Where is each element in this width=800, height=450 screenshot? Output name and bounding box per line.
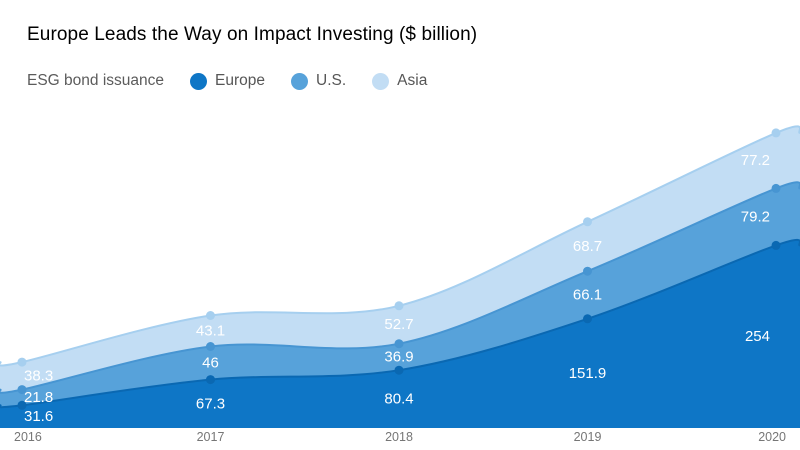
value-label-europe-2016: 31.6 [24,408,53,425]
value-label-europe-2019: 151.9 [569,365,607,382]
legend-dot-europe-icon [190,72,208,90]
value-label-asia-2017: 43.1 [196,323,225,340]
legend-label-us: U.S. [316,72,347,89]
x-axis-label-2018: 2018 [385,430,413,444]
value-label-asia-2016: 38.3 [24,367,53,384]
value-label-us-2017: 46 [202,355,219,372]
chart-title: Europe Leads the Way on Impact Investing… [27,24,478,45]
data-point-asia-2017 [206,311,215,320]
value-label-europe-2017: 67.3 [196,395,225,412]
chart-legend: ESG bond issuance Europe U.S. Asia [27,72,427,90]
legend-label-europe: Europe [215,72,265,89]
data-point-europe-2018 [394,365,404,375]
value-label-asia-2019: 68.7 [573,238,602,255]
x-axis-label-2019: 2019 [574,430,602,444]
data-point-us-2016 [17,385,27,395]
area-us [0,182,800,408]
data-point-europe-2020 [771,240,781,250]
data-point-europe-2016 [17,400,27,410]
data-point-asia-2018 [394,301,404,311]
data-point-asia-2020 [771,128,781,138]
x-axis-label-2020: 2020 [758,430,786,444]
value-label-us-2018: 36.9 [384,348,413,365]
value-label-asia-2020: 77.2 [741,152,770,169]
data-point-europe-2019 [583,314,592,324]
data-point-asia-2019 [583,217,592,227]
legend-label-asia: Asia [397,72,428,89]
data-point-europe-2017 [206,375,215,385]
area-asia [0,126,800,393]
legend-item-europe: Europe [190,72,265,90]
data-point-us-2020 [771,183,781,193]
value-label-europe-2020: 254 [745,328,770,345]
value-label-us-2016: 21.8 [24,389,53,406]
legend-item-asia: Asia [372,72,427,90]
value-label-us-2019: 66.1 [573,287,602,304]
value-label-asia-2018: 52.7 [384,316,413,333]
value-label-us-2020: 79.2 [741,208,770,225]
legend-caption: ESG bond issuance [27,72,165,89]
data-point-asia-2016 [17,357,27,367]
data-point-us-2017 [206,342,215,351]
data-point-us-2018 [394,339,404,349]
legend-dot-asia-icon [372,72,390,90]
chart-header: Europe Leads the Way on Impact Investing… [27,24,477,46]
value-label-europe-2018: 80.4 [384,391,413,408]
x-axis-label-2016: 2016 [14,430,42,444]
legend-item-us: U.S. [291,72,346,90]
x-axis-label-2017: 2017 [197,430,225,444]
data-point-us-2019 [583,266,592,276]
legend-dot-us-icon [291,72,308,90]
